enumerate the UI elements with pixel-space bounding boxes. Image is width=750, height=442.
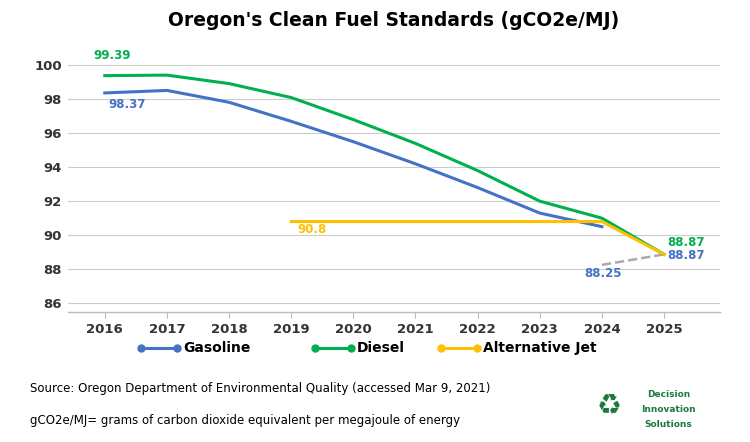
Text: Decision: Decision [647, 390, 690, 399]
Text: gCO2e/MJ= grams of carbon dioxide equivalent per megajoule of energy: gCO2e/MJ= grams of carbon dioxide equiva… [30, 414, 460, 427]
Text: Solutions: Solutions [645, 420, 692, 430]
Title: Oregon's Clean Fuel Standards (gCO2e/MJ): Oregon's Clean Fuel Standards (gCO2e/MJ) [168, 11, 620, 30]
Text: 88.87: 88.87 [668, 236, 705, 249]
Text: 90.8: 90.8 [298, 224, 327, 236]
Text: Alternative Jet: Alternative Jet [483, 341, 597, 355]
Text: 88.87: 88.87 [668, 249, 705, 262]
Text: Source: Oregon Department of Environmental Quality (accessed Mar 9, 2021): Source: Oregon Department of Environment… [30, 382, 490, 395]
Text: Innovation: Innovation [641, 405, 696, 415]
Text: Gasoline: Gasoline [183, 341, 250, 355]
Text: 99.39: 99.39 [94, 50, 131, 62]
Text: 98.37: 98.37 [108, 98, 146, 111]
Text: ♻: ♻ [597, 392, 622, 420]
Text: Diesel: Diesel [357, 341, 405, 355]
Text: 88.25: 88.25 [584, 267, 622, 280]
